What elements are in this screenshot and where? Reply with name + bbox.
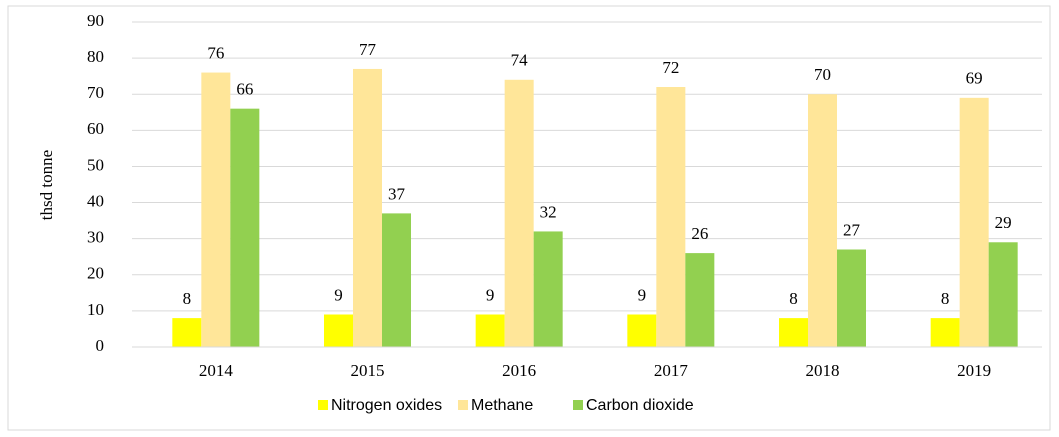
bar	[779, 318, 808, 347]
data-label: 66	[236, 80, 253, 99]
x-tick-label: 2014	[199, 361, 234, 380]
data-label: 32	[540, 202, 557, 221]
bar	[353, 68, 382, 347]
data-label: 29	[995, 213, 1012, 232]
bar	[627, 314, 657, 347]
data-label: 8	[183, 289, 192, 308]
y-axis-label: thsd tonne	[37, 150, 56, 220]
bar	[504, 79, 534, 348]
legend-label: Carbon dioxide	[586, 397, 694, 414]
y-tick-label: 10	[87, 300, 104, 319]
x-tick-label: 2016	[502, 361, 536, 380]
data-label: 70	[814, 65, 831, 84]
x-tick-label: 2018	[806, 361, 840, 380]
data-label: 27	[843, 220, 861, 239]
bar	[988, 242, 1018, 347]
bar	[930, 318, 960, 347]
y-tick-label: 20	[87, 264, 104, 283]
x-tick-label: 2017	[654, 361, 689, 380]
data-label: 8	[789, 289, 798, 308]
y-tick-label: 60	[87, 119, 104, 138]
data-label: 76	[207, 43, 224, 62]
y-tick-label: 80	[87, 47, 104, 66]
y-tick-label: 40	[87, 191, 104, 210]
data-label: 69	[966, 69, 983, 88]
y-tick-label: 30	[87, 228, 104, 247]
bar	[808, 94, 837, 347]
bar	[230, 108, 260, 348]
legend-swatch	[318, 400, 328, 410]
x-tick-label: 2019	[957, 361, 991, 380]
bar	[656, 87, 686, 347]
bar	[324, 314, 353, 347]
data-label: 8	[941, 289, 950, 308]
bar	[475, 314, 505, 347]
data-label: 77	[359, 40, 377, 59]
data-label: 37	[388, 184, 406, 203]
bar	[533, 231, 563, 347]
y-tick-label: 50	[87, 155, 104, 174]
legend-label: Methane	[471, 397, 533, 414]
legend-swatch	[458, 400, 468, 410]
data-label: 9	[334, 285, 343, 304]
x-tick-label: 2015	[351, 361, 385, 380]
data-label: 9	[486, 285, 495, 304]
legend-swatch	[573, 400, 583, 410]
y-tick-label: 70	[87, 83, 104, 102]
y-tick-label: 0	[96, 336, 105, 355]
data-label: 26	[691, 224, 708, 243]
bar	[201, 72, 231, 348]
data-label: 74	[511, 51, 529, 70]
data-label: 9	[638, 285, 647, 304]
bar	[959, 97, 989, 347]
bar	[172, 318, 202, 347]
bar	[685, 253, 715, 347]
y-tick-label: 90	[87, 11, 104, 30]
data-label: 72	[662, 58, 679, 77]
bar	[382, 213, 411, 347]
bar	[837, 249, 866, 347]
legend-label: Nitrogen oxides	[331, 397, 442, 414]
